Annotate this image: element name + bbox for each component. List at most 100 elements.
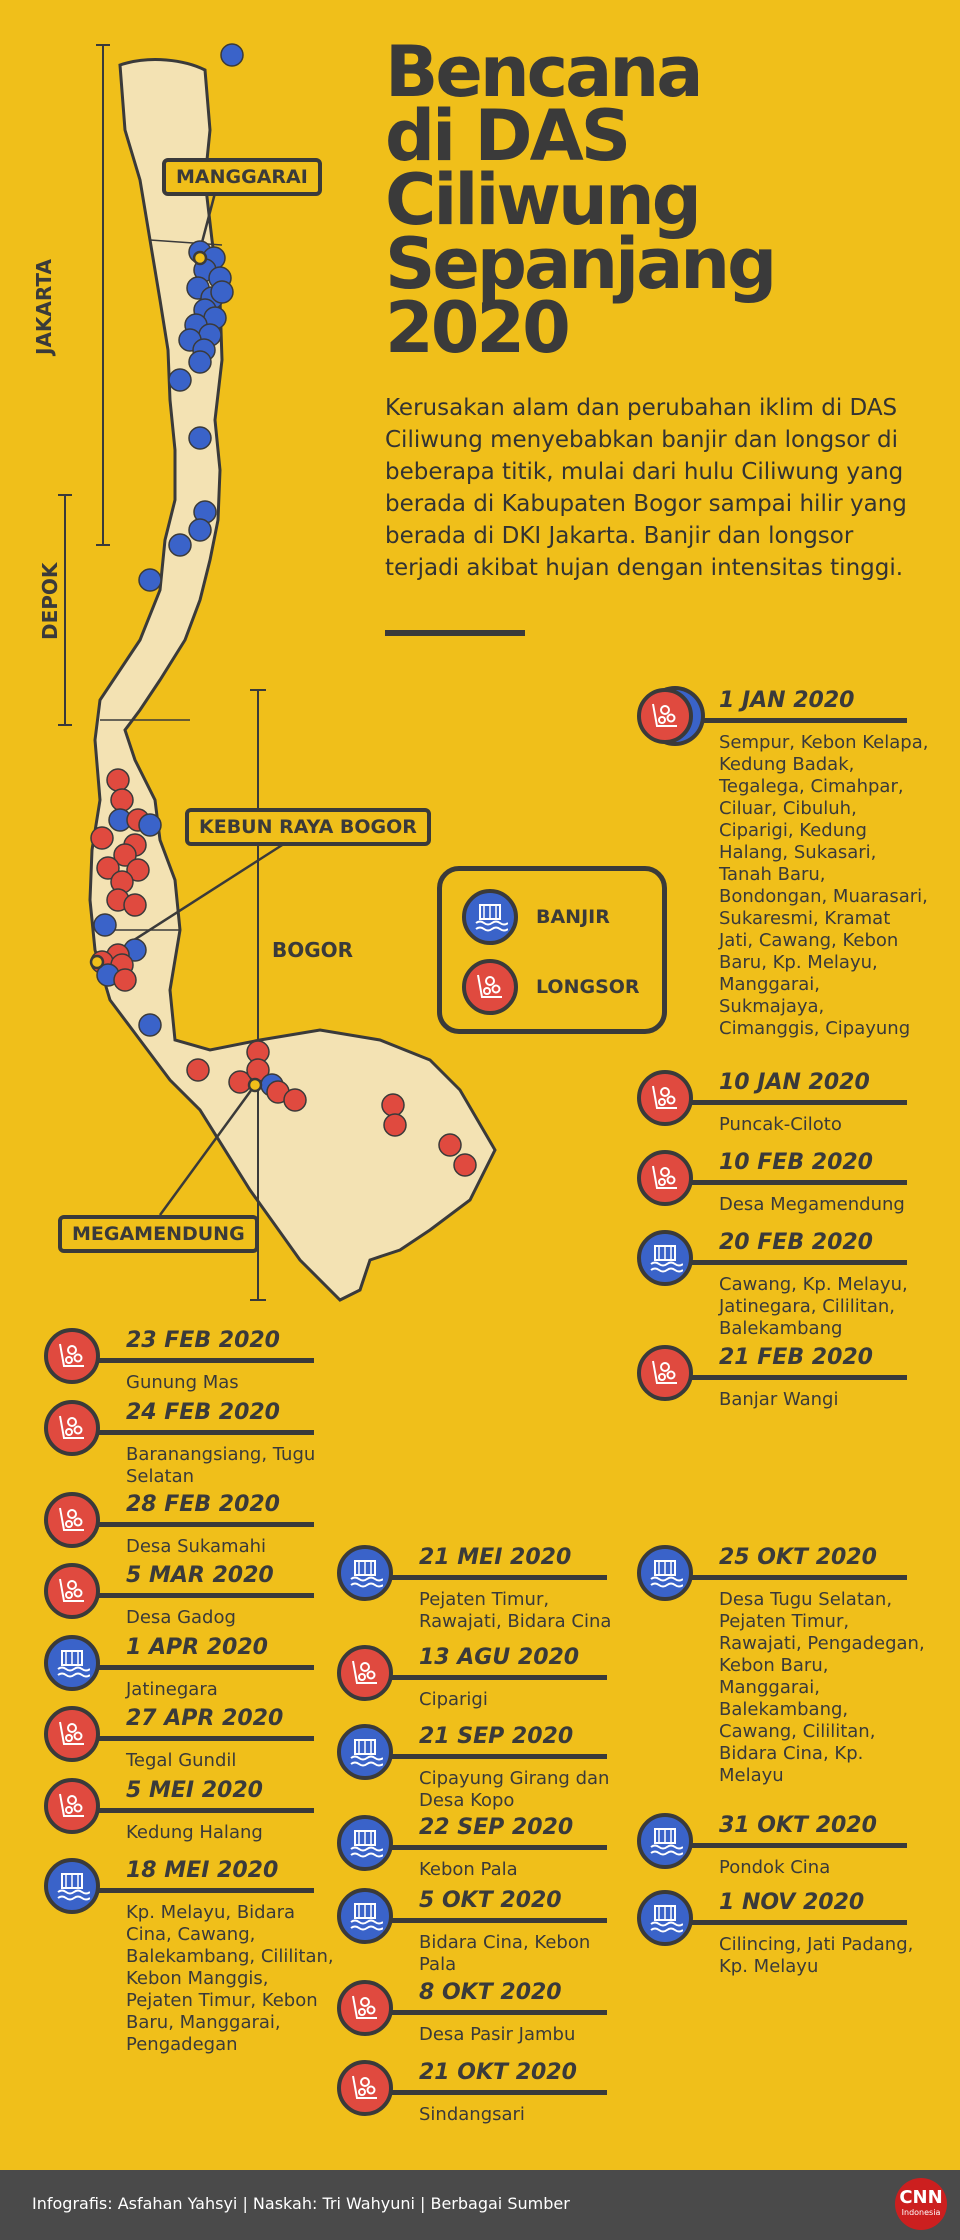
- callout-location-dot: [192, 250, 208, 266]
- event-location: Ciparigi: [419, 1689, 488, 1710]
- event-rule: [84, 1808, 314, 1813]
- event-rule: [677, 1180, 907, 1185]
- event-date: 5 OKT 2020: [419, 1888, 562, 1913]
- flood-icon: [637, 1230, 693, 1286]
- landslide-marker: [126, 858, 150, 882]
- flood-marker: [210, 280, 234, 304]
- event-location: Kp. Melayu, Bidara Cina, Cawang, Balekam…: [126, 1902, 334, 2055]
- event-date: 1 NOV 2020: [719, 1890, 865, 1915]
- region-depok-label: DEPOK: [38, 562, 62, 640]
- flood-icon: [337, 1888, 393, 1944]
- event-location: Pondok Cina: [719, 1857, 831, 1878]
- legend-row-banjir: BANJIR: [462, 889, 610, 945]
- flood-icon: [637, 1890, 693, 1946]
- flood-icon: [337, 1545, 393, 1601]
- event-rule: [84, 1888, 314, 1893]
- landslide-icon: [44, 1563, 100, 1619]
- event-date: 31 OKT 2020: [719, 1813, 877, 1838]
- flood-icon: [637, 1813, 693, 1869]
- title-line-1: Bencana: [385, 31, 703, 113]
- ciliwung-map: [58, 43, 497, 1302]
- cnn-logo-sub: Indonesia: [901, 2208, 941, 2217]
- event-location: Jatinegara: [126, 1679, 218, 1700]
- landslide-marker: [110, 788, 134, 812]
- event-rule: [677, 1375, 907, 1380]
- event-date: 23 FEB 2020: [126, 1328, 280, 1353]
- landslide-marker: [283, 1088, 307, 1112]
- callout-location-dot: [247, 1077, 263, 1093]
- event-rule: [84, 1358, 314, 1363]
- event-rule: [377, 1918, 607, 1923]
- landslide-marker: [90, 826, 114, 850]
- event-date: 13 AGU 2020: [419, 1645, 580, 1670]
- footer-credits: Infografis: Asfahan Yahsyi | Naskah: Tri…: [32, 2194, 570, 2213]
- event-rule: [377, 1754, 607, 1759]
- event-rule: [677, 1260, 907, 1265]
- callout-kebun-raya-bogor: KEBUN RAYA BOGOR: [185, 808, 431, 846]
- event-date: 21 MEI 2020: [419, 1545, 572, 1570]
- callout-location-dot: [89, 954, 105, 970]
- event-rule: [677, 1575, 907, 1580]
- flood-marker: [220, 43, 244, 67]
- landslide-icon: [337, 2060, 393, 2116]
- event-rule: [84, 1593, 314, 1598]
- event-location: Desa Pasir Jambu: [419, 2024, 576, 2045]
- event-date: 20 FEB 2020: [719, 1230, 873, 1255]
- event-location: Baranangsiang, Tugu Selatan: [126, 1444, 316, 1487]
- landslide-icon: [637, 1070, 693, 1126]
- event-date: 24 FEB 2020: [126, 1400, 280, 1425]
- flood-marker: [188, 350, 212, 374]
- flood-icon: [44, 1858, 100, 1914]
- flood-marker: [188, 426, 212, 450]
- landslide-icon: [44, 1706, 100, 1762]
- event-location: Desa Sukamahi: [126, 1536, 267, 1557]
- event-location: Desa Megamendung: [719, 1194, 905, 1215]
- flood-icon: [462, 889, 518, 945]
- landslide-marker: [96, 856, 120, 880]
- callout-manggarai: MANGGARAI: [162, 158, 322, 196]
- flood-marker: [138, 568, 162, 592]
- event-date: 10 JAN 2020: [719, 1070, 870, 1095]
- landslide-marker: [383, 1113, 407, 1137]
- event-location: Kedung Halang: [126, 1822, 263, 1843]
- event-date: 21 FEB 2020: [719, 1345, 873, 1370]
- footer: Infografis: Asfahan Yahsyi | Naskah: Tri…: [0, 2170, 960, 2240]
- legend-label-longsor: LONGSOR: [536, 976, 640, 998]
- event-date: 21 OKT 2020: [419, 2060, 577, 2085]
- event-location: Gunung Mas: [126, 1372, 239, 1393]
- event-date: 5 MAR 2020: [126, 1563, 274, 1588]
- landslide-marker: [123, 893, 147, 917]
- flood-marker: [188, 518, 212, 542]
- title-line-4: Sepanjang: [385, 223, 777, 305]
- landslide-icon: [44, 1492, 100, 1548]
- landslide-icon: [637, 1345, 693, 1401]
- lead-divider: [385, 630, 525, 636]
- event-rule: [377, 1575, 607, 1580]
- event-rule: [377, 1675, 607, 1680]
- event-rule: [377, 2090, 607, 2095]
- callout-megamendung: MEGAMENDUNG: [58, 1215, 259, 1253]
- event-location: Sindangsari: [419, 2104, 525, 2125]
- landslide-marker: [186, 1058, 210, 1082]
- event-rule: [84, 1522, 314, 1527]
- cnn-logo: CNN Indonesia: [895, 2178, 947, 2230]
- landslide-marker: [453, 1153, 477, 1177]
- flood-icon: [637, 1545, 693, 1601]
- event-date: 28 FEB 2020: [126, 1492, 280, 1517]
- landslide-marker: [113, 968, 137, 992]
- region-bogor-label: BOGOR: [272, 938, 354, 962]
- event-date: 27 APR 2020: [126, 1706, 284, 1731]
- event-location: Tegal Gundil: [126, 1750, 237, 1771]
- event-location: Kebon Pala: [419, 1859, 518, 1880]
- event-rule: [84, 1665, 314, 1670]
- event-date: 10 FEB 2020: [719, 1150, 873, 1175]
- landslide-icon: [337, 1645, 393, 1701]
- legend-row-longsor: LONGSOR: [462, 959, 640, 1015]
- landslide-icon: [637, 1150, 693, 1206]
- landslide-icon: [637, 688, 693, 744]
- event-location: Cilincing, Jati Padang, Kp. Melayu: [719, 1934, 914, 1977]
- event-location: Desa Gadog: [126, 1607, 236, 1628]
- event-rule: [677, 1100, 907, 1105]
- event-date: 1 APR 2020: [126, 1635, 268, 1660]
- flood-marker: [138, 813, 162, 837]
